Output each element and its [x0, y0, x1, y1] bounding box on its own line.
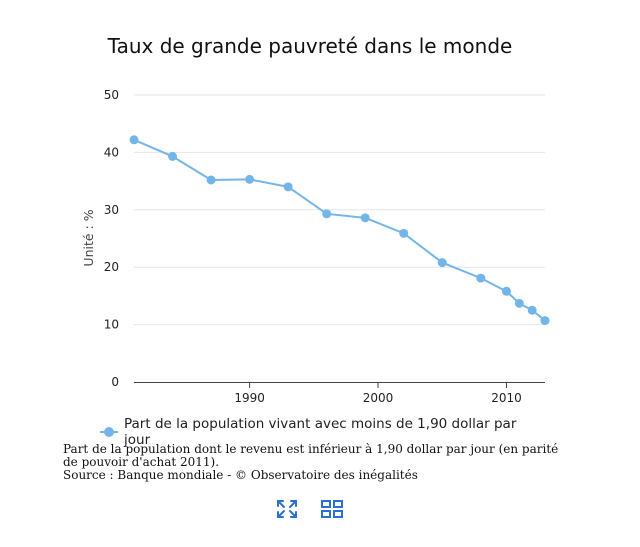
grid-lines: [134, 94, 545, 326]
x-tick-labels: 1990 2000 2010: [234, 391, 521, 405]
y-axis-label: Unité : %: [81, 209, 96, 266]
legend-marker-icon: [100, 425, 118, 439]
grid-view-icon[interactable]: [320, 498, 344, 520]
y-tick-label: 40: [104, 145, 119, 159]
definition-note: Part de la population dont le revenu est…: [63, 442, 559, 469]
source-note: Source : Banque mondiale - © Observatoir…: [63, 468, 418, 482]
data-point[interactable]: [206, 175, 216, 185]
data-point[interactable]: [168, 151, 178, 161]
series-line-path: [133, 138, 546, 322]
data-point[interactable]: [360, 213, 370, 223]
y-tick-label: 0: [111, 375, 119, 389]
y-tick-label: 10: [104, 318, 119, 332]
data-point[interactable]: [245, 174, 255, 184]
data-point[interactable]: [129, 135, 139, 145]
y-tick-label: 50: [104, 88, 119, 102]
line-chart: 0 10 20 30 40 50 1990 2000 2010 Unité : %: [81, 88, 550, 405]
series-line: [129, 135, 550, 326]
x-tick-label: 1990: [234, 391, 265, 405]
data-point[interactable]: [501, 286, 511, 296]
chart-notes: Part de la population dont le revenu est…: [63, 443, 563, 482]
data-point[interactable]: [437, 258, 447, 268]
data-point[interactable]: [399, 228, 409, 238]
y-tick-labels: 0 10 20 30 40 50: [104, 88, 119, 389]
data-point[interactable]: [283, 182, 293, 192]
axes: [134, 382, 545, 388]
fullscreen-icon[interactable]: [275, 498, 299, 520]
data-point[interactable]: [527, 305, 537, 315]
x-tick-label: 2000: [363, 391, 394, 405]
x-tick-label: 2010: [491, 391, 522, 405]
data-point[interactable]: [322, 209, 332, 219]
chart-title: Taux de grande pauvreté dans le monde: [107, 34, 513, 58]
data-point[interactable]: [540, 316, 550, 326]
data-point[interactable]: [514, 298, 524, 308]
data-point[interactable]: [476, 273, 486, 283]
y-tick-label: 20: [104, 260, 119, 274]
toolbar: [0, 498, 640, 520]
legend-item[interactable]: Part de la population vivant avec moins …: [100, 416, 540, 448]
y-tick-label: 30: [104, 203, 119, 217]
legend-label: Part de la population vivant avec moins …: [124, 416, 517, 448]
